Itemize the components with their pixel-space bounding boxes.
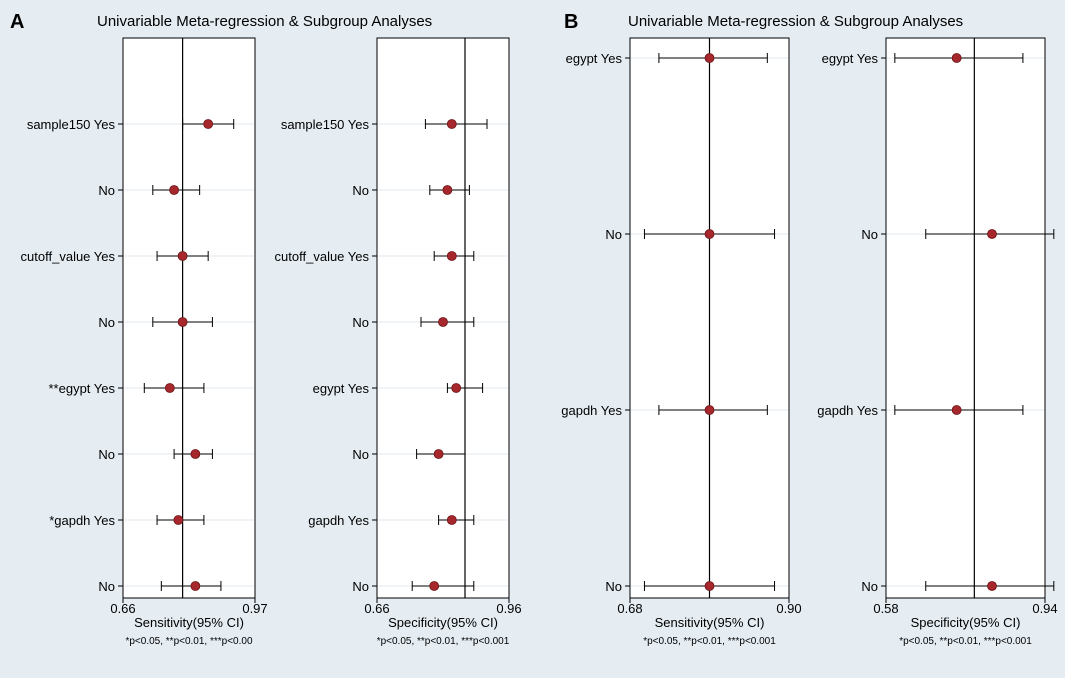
category-label: **egypt Yes: [48, 381, 115, 396]
category-label: gapdh Yes: [308, 513, 369, 528]
point-estimate: [987, 581, 997, 591]
significance-note: *p<0.05, **p<0.01, ***p<0.00: [125, 636, 252, 647]
category-label: No: [98, 183, 115, 198]
category-label: egypt Yes: [822, 51, 879, 66]
point-estimate: [164, 383, 175, 393]
point-estimate: [433, 449, 444, 459]
significance-note: *p<0.05, **p<0.01, ***p<0.001: [643, 636, 776, 647]
category-label: sample150 Yes: [27, 117, 116, 132]
point-estimate: [169, 185, 179, 195]
category-label: gapdh Yes: [561, 403, 622, 418]
category-label: sample150 Yes: [281, 117, 370, 132]
forest-plots: sample150 Yes No cutoff_value Yes No **egypt…: [21, 37, 1058, 647]
x-tick-label: 0.97: [242, 601, 267, 616]
point-estimate: [190, 449, 201, 459]
category-label: No: [352, 447, 369, 462]
category-label: cutoff_value Yes: [21, 249, 116, 264]
point-estimate: [704, 53, 715, 63]
forest-chart-2: egypt Yes No gapdh Yes No 0.68 0.90 Sensitivit…: [561, 37, 802, 647]
category-label: No: [98, 315, 115, 330]
x-axis-label: Sensitivity(95% CI): [134, 615, 244, 630]
category-label: No: [352, 315, 369, 330]
forest-chart-1: sample150 Yes No cutoff_value Yes No egypt Y…: [275, 37, 522, 647]
x-tick-label: 0.90: [776, 601, 801, 616]
point-estimate: [442, 185, 453, 195]
x-axis-label: Specificity(95% CI): [911, 615, 1021, 630]
point-estimate: [177, 251, 188, 261]
forest-chart-3: egypt Yes No gapdh Yes No 0.58 0.94 Specificit…: [817, 37, 1058, 647]
panel-a-title: Univariable Meta-regression & Subgroup A…: [97, 13, 432, 30]
x-tick-label: 0.68: [617, 601, 642, 616]
point-estimate: [446, 251, 457, 261]
category-label: No: [605, 227, 622, 242]
point-estimate: [446, 119, 457, 129]
point-estimate: [451, 383, 462, 393]
point-estimate: [987, 229, 997, 239]
category-label: *gapdh Yes: [49, 513, 115, 528]
panel-b-letter: B: [564, 11, 578, 33]
point-estimate: [951, 405, 962, 415]
x-axis-label: Sensitivity(95% CI): [655, 615, 765, 630]
plot-area: [885, 37, 1046, 599]
panel-a-letter: A: [10, 11, 24, 33]
category-label: gapdh Yes: [817, 403, 878, 418]
point-estimate: [203, 119, 214, 129]
point-estimate: [704, 229, 715, 239]
point-estimate: [173, 515, 184, 525]
category-label: No: [605, 579, 622, 594]
forest-chart-0: sample150 Yes No cutoff_value Yes No **egypt…: [21, 37, 268, 647]
point-estimate: [190, 581, 201, 591]
category-label: No: [861, 227, 878, 242]
category-label: egypt Yes: [313, 381, 370, 396]
category-label: egypt Yes: [566, 51, 623, 66]
category-label: No: [98, 579, 115, 594]
x-tick-label: 0.96: [496, 601, 521, 616]
significance-note: *p<0.05, **p<0.01, ***p<0.001: [377, 636, 510, 647]
x-tick-label: 0.58: [873, 601, 898, 616]
category-label: cutoff_value Yes: [275, 249, 370, 264]
point-estimate: [177, 317, 188, 327]
category-label: No: [352, 579, 369, 594]
point-estimate: [704, 405, 715, 415]
point-estimate: [951, 53, 962, 63]
point-estimate: [704, 581, 715, 591]
category-label: No: [98, 447, 115, 462]
x-tick-label: 0.66: [364, 601, 389, 616]
plot-area: [122, 37, 256, 599]
point-estimate: [438, 317, 448, 327]
category-label: No: [861, 579, 878, 594]
x-axis-label: Specificity(95% CI): [388, 615, 498, 630]
x-tick-label: 0.66: [110, 601, 135, 616]
panel-b-title: Univariable Meta-regression & Subgroup A…: [628, 13, 963, 30]
category-label: No: [352, 183, 369, 198]
point-estimate: [446, 515, 457, 525]
point-estimate: [429, 581, 440, 591]
x-tick-label: 0.94: [1032, 601, 1057, 616]
significance-note: *p<0.05, **p<0.01, ***p<0.001: [899, 636, 1032, 647]
